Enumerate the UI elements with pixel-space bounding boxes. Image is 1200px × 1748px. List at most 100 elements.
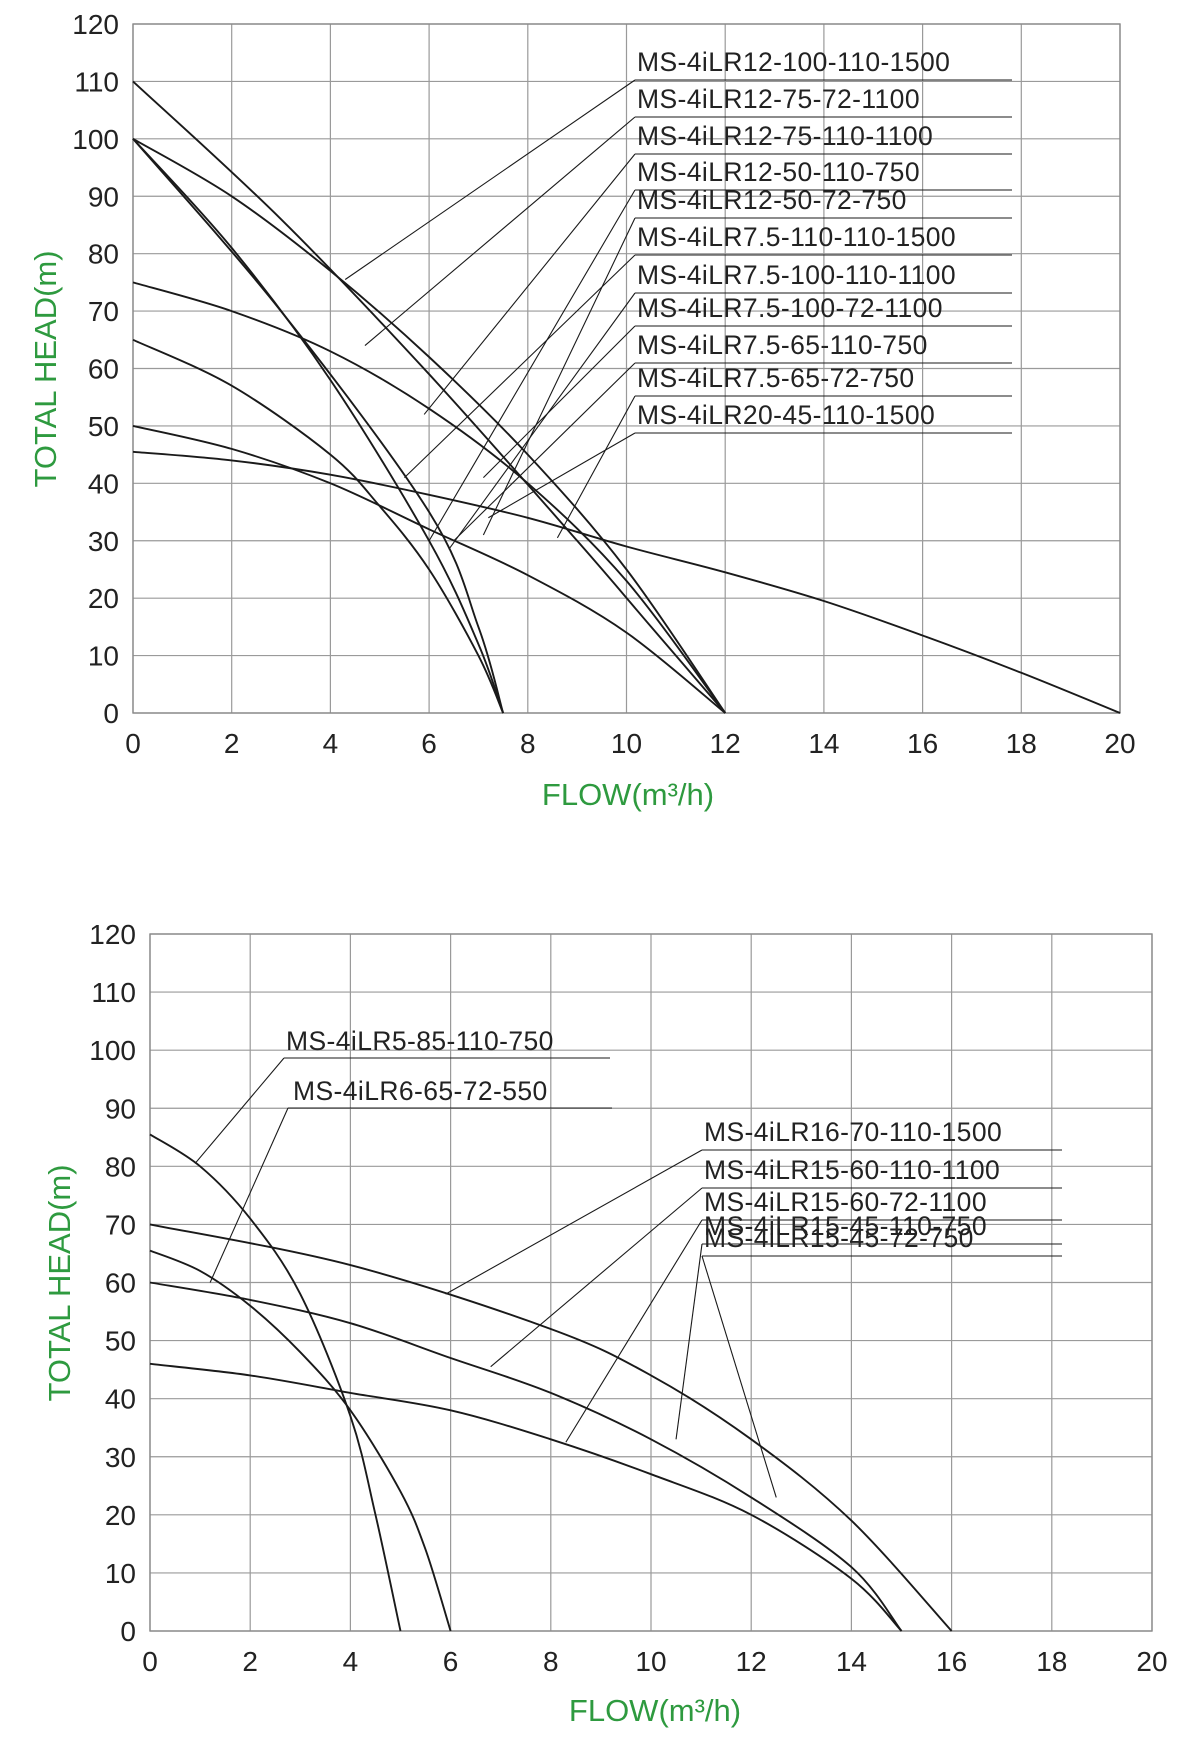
y-tick-label: 30 [88,526,119,557]
series-label: MS-4iLR5-85-110-750 [286,1026,554,1056]
grid-lines [132,23,1121,714]
series-curve [132,450,1121,714]
leader-line [344,79,636,280]
y-tick-label: 0 [120,1616,136,1647]
curves [132,80,1121,714]
series-curve [132,80,726,714]
x-tick-label: 2 [224,728,240,759]
y-tick-label: 110 [74,66,119,97]
x-tick-label: 10 [611,728,642,759]
series-curve [149,1223,953,1632]
series-label: MS-4iLR7.5-65-110-750 [637,330,928,360]
series-curve [132,338,504,714]
series-label: MS-4iLR15-45-72-750 [704,1223,974,1253]
leader-line [448,292,636,550]
leader-line [364,116,636,346]
series-labels: MS-4iLR12-100-110-1500 MS-4iLR12-75-72-11… [344,47,1012,550]
y-tick-label: 10 [88,641,119,672]
leader-line [445,1149,703,1295]
y-tick-label: 90 [88,181,119,212]
series-curve [149,1249,452,1632]
y-tick-label: 20 [105,1500,136,1531]
y-tick-label: 60 [88,354,119,385]
y-tick-label: 50 [88,411,119,442]
series-curve [149,1281,903,1632]
y-tick-label: 40 [88,468,119,499]
leader-line [209,1107,289,1283]
y-tick-label: 10 [105,1558,136,1589]
series-label: MS-4iLR7.5-100-72-1100 [637,293,943,323]
series-label: MS-4iLR20-45-110-1500 [637,400,935,430]
x-tick-label: 12 [736,1646,767,1677]
series-label: MS-4iLR12-100-110-1500 [637,47,950,77]
x-tick-label: 0 [125,728,141,759]
x-axis-title: FLOW(m³/h) [569,1693,741,1728]
y-tick-label: 120 [89,919,136,950]
x-tick-label: 18 [1006,728,1037,759]
x-tick-label: 20 [1104,728,1135,759]
series-curve [132,281,726,714]
y-tick-label: 80 [88,239,119,270]
series-label: MS-4iLR7.5-65-72-750 [637,363,915,393]
series-curve [132,138,504,714]
leader-line [428,189,636,542]
leader-line [701,1255,777,1498]
series-curve [132,137,726,714]
x-tick-label: 18 [1036,1646,1067,1677]
series-label: MS-4iLR15-60-72-1100 [704,1187,987,1217]
x-tick-label: 6 [443,1646,459,1677]
series-curve [132,138,505,714]
leader-line [556,395,636,539]
y-tick-label: 70 [105,1209,136,1240]
leader-line [490,1187,703,1368]
series-label: MS-4iLR12-50-72-750 [637,185,907,215]
series-label: MS-4iLR12-50-110-750 [637,157,920,187]
y-tick-label: 100 [72,124,119,155]
series-label: MS-4iLR15-60-110-1100 [704,1155,1000,1185]
y-axis-title: TOTAL HEAD(m) [28,250,63,487]
leader-line [423,153,636,415]
curves [149,1133,953,1632]
x-tick-label: 0 [142,1646,158,1677]
y-tick-label: 30 [105,1442,136,1473]
x-tick-label: 16 [907,728,938,759]
y-tick-label: 40 [105,1384,136,1415]
x-axis-title: FLOW(m³/h) [542,777,714,812]
chart-bottom: 0 2 4 6 8 10 12 14 16 18 20 0 10 20 30 40 50 60 70 80 90 100 1… [42,919,1168,1728]
leader-line [194,1057,285,1164]
y-tick-label: 0 [103,698,119,729]
leader-line [482,217,636,536]
chart-top: 0 2 4 6 8 10 12 14 16 18 20 0 10 20 30 40 50 60 70 80 90 100 1… [28,9,1136,812]
series-curve [149,1362,903,1632]
x-tick-label: 10 [635,1646,666,1677]
x-tick-label: 4 [343,1646,359,1677]
y-tick-label: 90 [105,1093,136,1124]
series-labels: MS-4iLR5-85-110-750 MS-4iLR6-65-72-550 MS-… [194,1026,1062,1498]
y-tick-label: 20 [88,583,119,614]
y-tick-label: 50 [105,1326,136,1357]
series-label: MS-4iLR7.5-100-110-1100 [637,260,956,290]
y-tick-label: 120 [72,9,119,40]
y-axis-title: TOTAL HEAD(m) [42,1164,77,1401]
x-tick-label: 14 [836,1646,867,1677]
x-tick-label: 20 [1136,1646,1167,1677]
y-tick-label: 60 [105,1268,136,1299]
series-curve [149,1133,402,1632]
y-tick-label: 100 [89,1035,136,1066]
x-tick-label: 2 [242,1646,258,1677]
leader-line [482,325,636,478]
x-tick-label: 14 [808,728,839,759]
x-tick-label: 6 [421,728,437,759]
leader-line [404,254,636,478]
x-tick-label: 4 [323,728,339,759]
y-tick-label: 80 [105,1151,136,1182]
leader-line [675,1243,703,1440]
y-tick-label: 70 [88,296,119,327]
series-label: MS-4iLR16-70-110-1500 [704,1117,1002,1147]
x-tick-label: 8 [520,728,536,759]
y-tick-label: 110 [91,977,136,1008]
series-label: MS-4iLR7.5-110-110-1500 [637,222,956,252]
x-tick-label: 16 [936,1646,967,1677]
plot-frame [132,23,1121,714]
